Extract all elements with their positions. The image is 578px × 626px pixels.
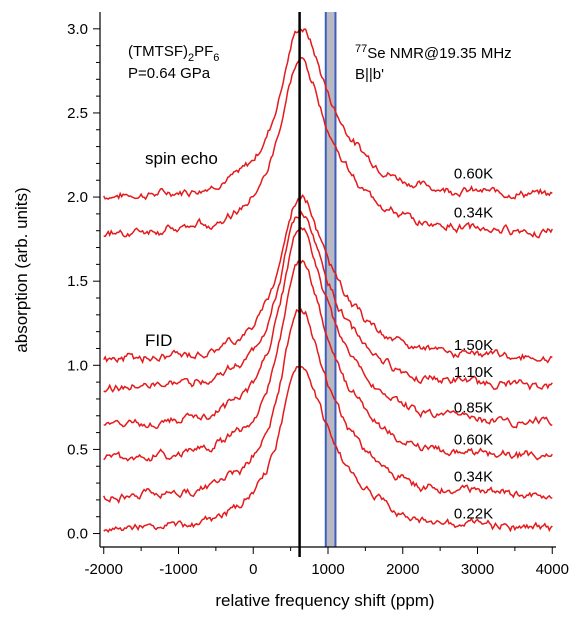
x-axis-ticks: -2000 -1000 0 1000 2000 3000 4000: [85, 547, 569, 578]
series-label: 0.60K: [454, 166, 493, 183]
spectrum-trace: [103, 28, 553, 201]
y-tick-label: 2.0: [67, 189, 88, 206]
y-tick-label: 1.0: [67, 357, 88, 374]
spectrum-trace: [103, 307, 553, 504]
y-tick-label: 0.0: [67, 526, 88, 543]
sample-formula-annotation: (TMTSF)2PF6: [128, 43, 219, 64]
spectrum-trace: [103, 258, 553, 462]
series-label: 0.60K: [454, 431, 493, 448]
x-tick-label: -1000: [159, 561, 197, 578]
x-tick-label: 3000: [461, 561, 494, 578]
y-tick-label: 3.0: [67, 21, 88, 38]
sample-formula-subscript-1: 2: [188, 52, 194, 64]
fid-group-label: FID: [145, 331, 172, 350]
y-tick-label: 2.5: [67, 105, 88, 122]
nmr-annotation-text: Se NMR@19.35 MHz: [367, 45, 511, 62]
series-label: 1.10K: [454, 364, 493, 381]
series-label: 0.34K: [454, 468, 493, 485]
y-axis-ticks: 0.0 0.5 1.0 1.5 2.0 2.5 3.0: [67, 21, 100, 543]
x-tick-label: -2000: [85, 561, 123, 578]
spin-echo-group-label: spin echo: [145, 149, 218, 168]
y-axis-title: absorption (arb. units): [12, 187, 31, 352]
x-tick-label: 0: [249, 561, 257, 578]
nmr-annotation: 77Se NMR@19.35 MHz: [355, 43, 512, 62]
series-label: 0.85K: [454, 399, 493, 416]
sample-formula-main: (TMTSF): [128, 43, 188, 60]
field-annotation: B||b': [355, 66, 384, 83]
pressure-annotation: P=0.64 GPa: [128, 65, 211, 82]
spectrum-trace: [103, 226, 553, 430]
x-tick-label: 4000: [536, 561, 569, 578]
series-label: 1.50K: [454, 337, 493, 354]
series-temperature-labels: 0.60K 0.34K 1.50K 1.10K 0.85K 0.60K 0.34K 0.22K: [454, 166, 493, 523]
series-label: 0.34K: [454, 204, 493, 221]
spectrum-trace: [103, 57, 553, 239]
nmr-isotope-superscript: 77: [355, 43, 367, 55]
spectrum-trace: [103, 193, 553, 365]
sample-formula-mid: PF: [194, 43, 213, 60]
spectra-traces: [103, 28, 553, 533]
y-tick-label: 0.5: [67, 441, 88, 458]
shaded-frequency-band: [325, 12, 336, 547]
sample-formula-subscript-2: 6: [213, 52, 219, 64]
spectrum-trace: [103, 210, 553, 393]
x-tick-label: 2000: [386, 561, 419, 578]
spectrum-trace: [103, 365, 553, 533]
series-label: 0.22K: [454, 505, 493, 522]
x-axis-title: relative frequency shift (ppm): [215, 591, 434, 610]
x-tick-label: 1000: [311, 561, 344, 578]
y-tick-label: 1.5: [67, 273, 88, 290]
